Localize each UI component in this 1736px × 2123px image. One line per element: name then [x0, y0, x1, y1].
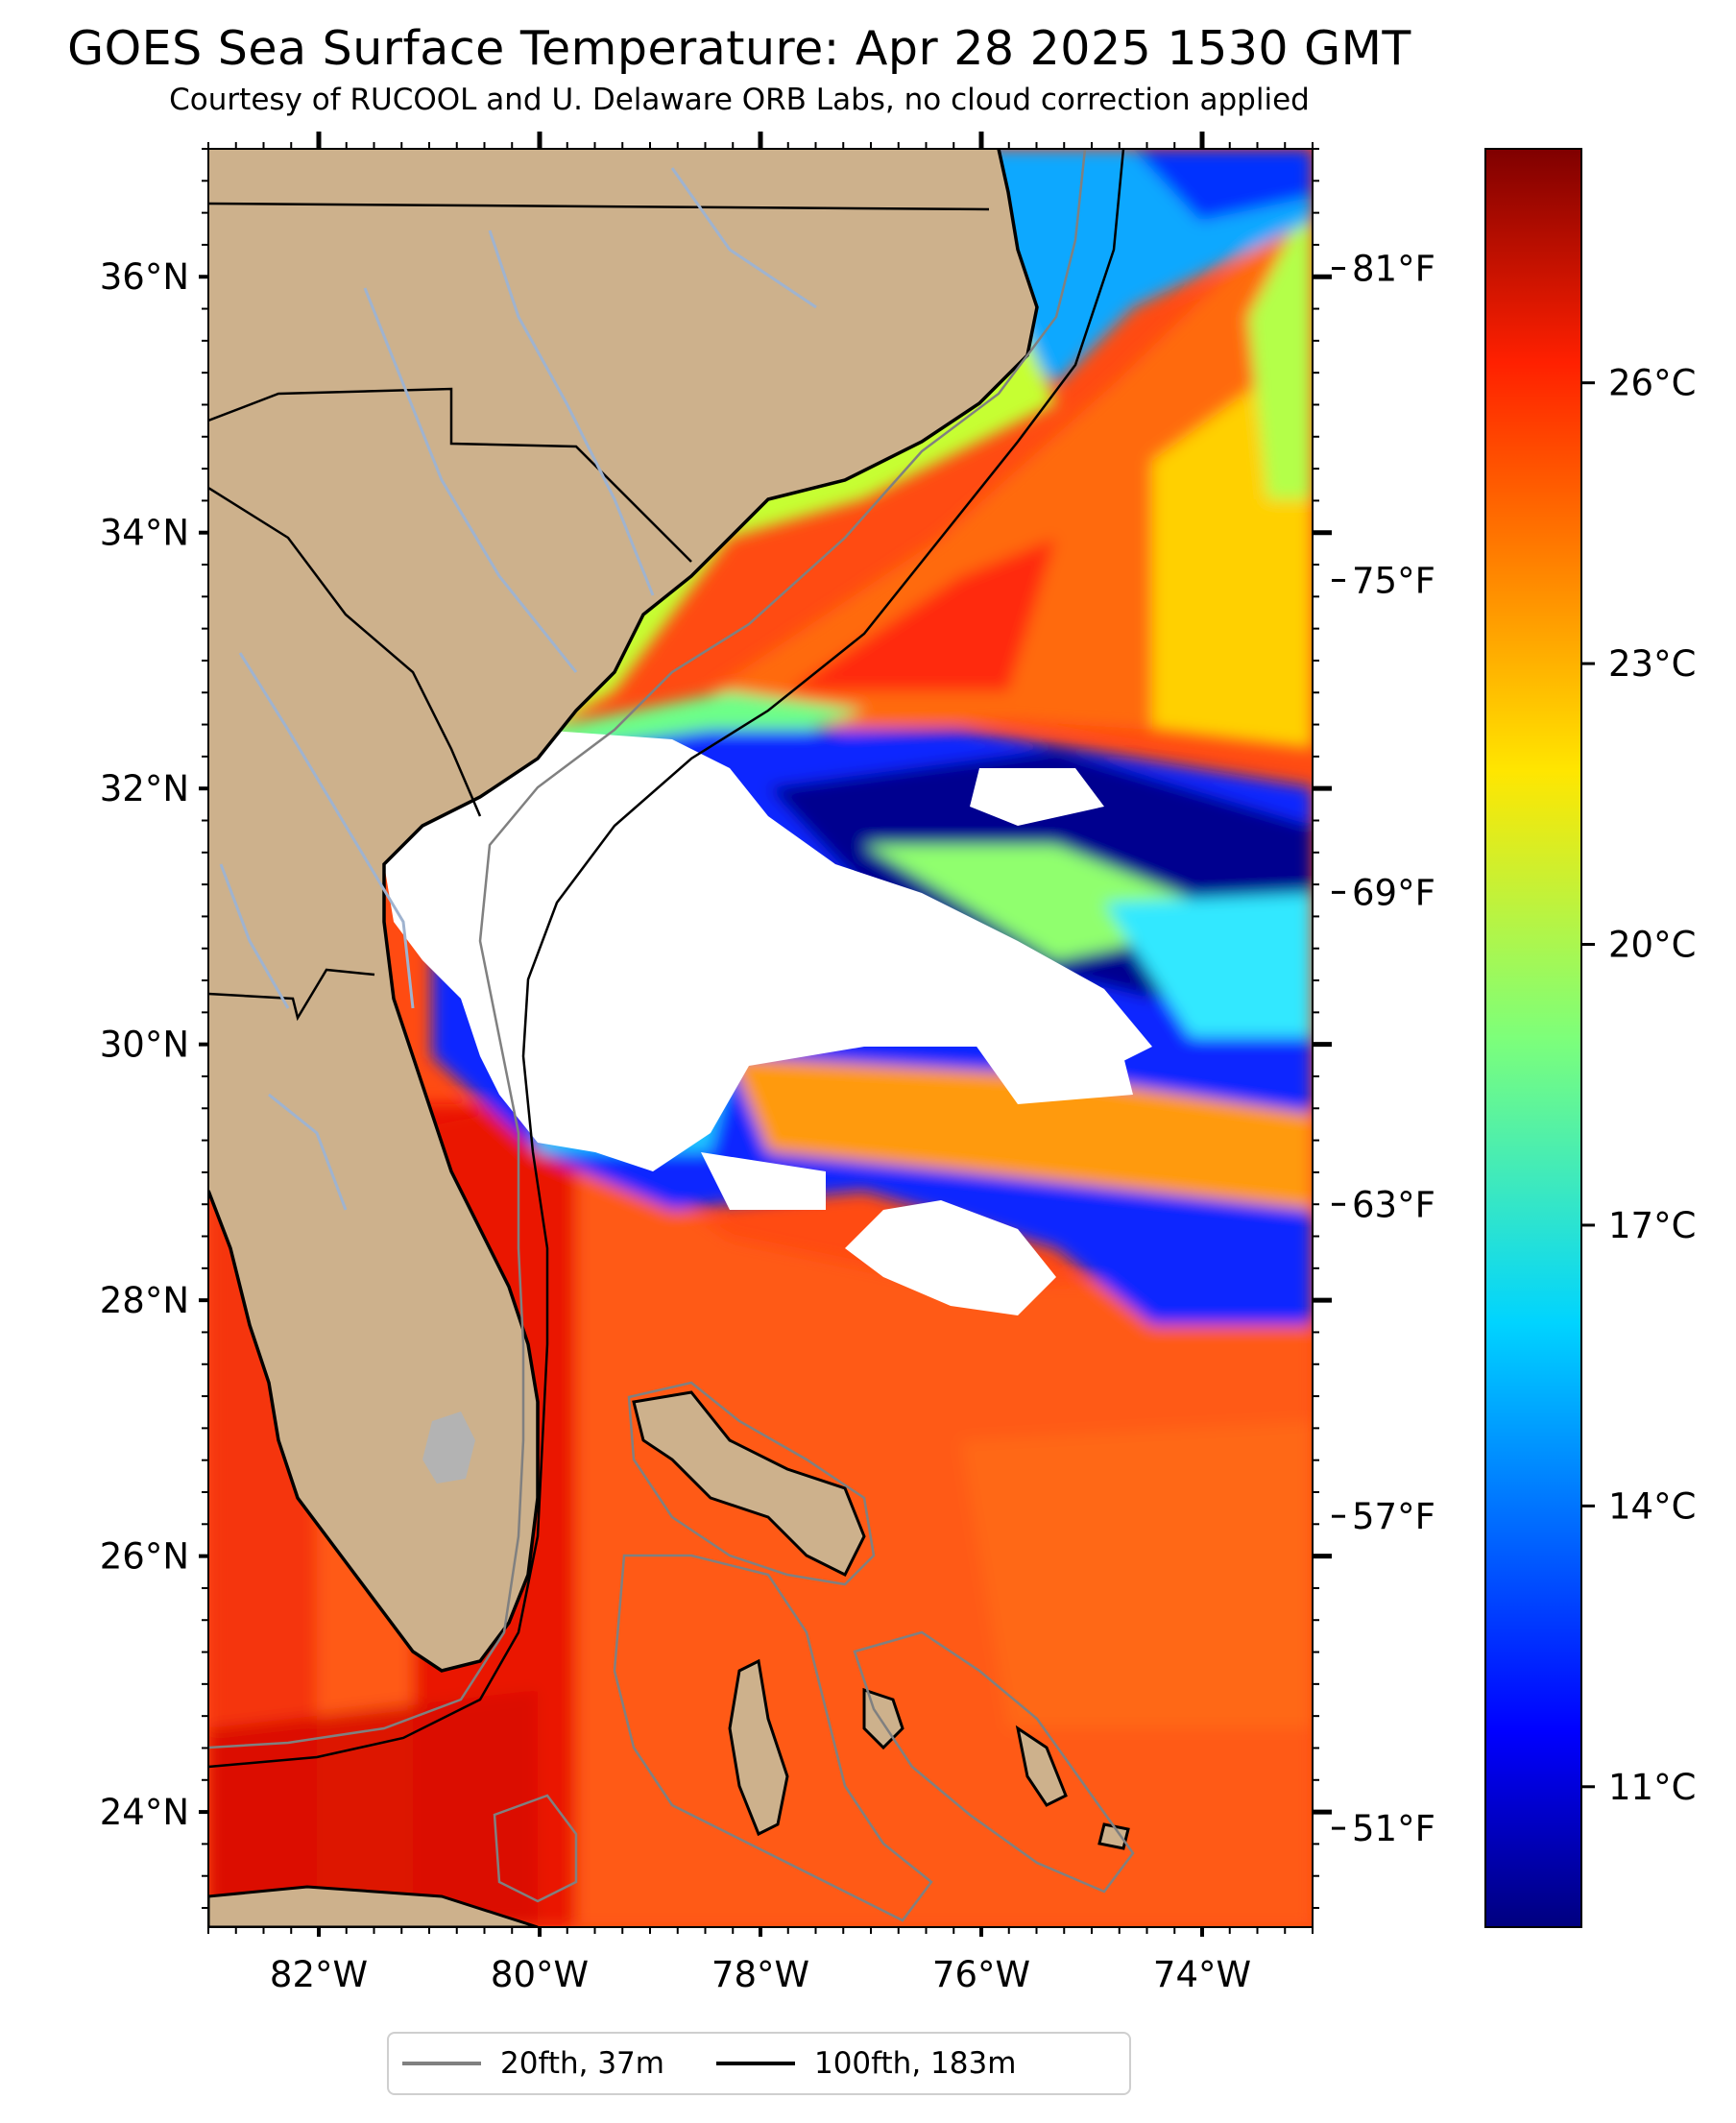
- coastline: [208, 149, 1039, 1673]
- colorbar: [1484, 148, 1582, 1928]
- lat-tick-label: 34°N: [100, 513, 189, 554]
- lon-tick-label: 74°W: [1153, 1954, 1251, 1995]
- celsius-tick-label: 23°C: [1608, 643, 1696, 685]
- lat-tick-label: 32°N: [100, 768, 189, 809]
- lat-tick-label: 24°N: [100, 1792, 189, 1833]
- legend-swatch-20fth: [402, 2062, 481, 2065]
- rivers: [219, 167, 817, 1211]
- isobath-20fth: [208, 149, 1087, 1749]
- legend-label-20fth: 20fth, 37m: [500, 2046, 664, 2081]
- legend-item-100fth: 100fth, 183m: [715, 2046, 1017, 2081]
- lon-tick-label: 78°W: [711, 1954, 809, 1995]
- fahrenheit-tick-label: 75°F: [1352, 560, 1435, 601]
- fahrenheit-tick-label: 51°F: [1352, 1808, 1435, 1849]
- fahrenheit-tick-label: 63°F: [1352, 1184, 1435, 1225]
- lon-tick-label: 76°W: [932, 1954, 1030, 1995]
- legend-label-100fth: 100fth, 183m: [813, 2046, 1017, 2081]
- fahrenheit-tick-label: 81°F: [1352, 249, 1435, 290]
- map-title: GOES Sea Surface Temperature: Apr 28 202…: [67, 21, 1411, 76]
- legend-item-20fth: 20fth, 37m: [402, 2046, 664, 2081]
- cloud-region: [384, 730, 1152, 1171]
- celsius-tick-label: 14°C: [1608, 1485, 1696, 1527]
- celsius-tick-label: 26°C: [1608, 363, 1696, 404]
- longitude-axis: 82°W 80°W 78°W 76°W 74°W: [270, 132, 1251, 1995]
- lat-tick-label: 26°N: [100, 1536, 189, 1578]
- lat-tick-label: 36°N: [100, 256, 189, 298]
- lat-tick-label: 30°N: [100, 1025, 189, 1066]
- map-field: [208, 149, 1313, 1927]
- bahamas-land: [632, 1390, 866, 1578]
- map-subtitle: Courtesy of RUCOOL and U. Delaware ORB L…: [169, 83, 1310, 117]
- celsius-tick-label: 11°C: [1608, 1767, 1696, 1808]
- celsius-tick-label: 17°C: [1608, 1205, 1696, 1246]
- celsius-tick-label: 20°C: [1608, 925, 1696, 966]
- fahrenheit-tick-label: 57°F: [1352, 1496, 1435, 1537]
- lon-tick-label: 80°W: [491, 1954, 589, 1995]
- lake-okeechobee: [422, 1411, 475, 1484]
- latitude-axis: 24°N 26°N 28°N 30°N 32°N 34°N 36°N: [100, 256, 1332, 1833]
- isobath-legend: 20fth, 37m 100fth, 183m: [387, 2032, 1131, 2095]
- lat-tick-label: 28°N: [100, 1280, 189, 1321]
- sst-map: 24°N 26°N 28°N 30°N 32°N 34°N 36°N 82°W 80°W 78°…: [100, 132, 1696, 1995]
- colorbar-fahrenheit-axis: 51°F 57°F 63°F 69°F 75°F 81°F: [1332, 249, 1435, 1849]
- cuba-land: [208, 1885, 539, 1927]
- state-border: [208, 202, 990, 211]
- minor-ticks: [202, 142, 1319, 1934]
- fahrenheit-tick-label: 69°F: [1352, 872, 1435, 913]
- colorbar-celsius-axis: 11°C 14°C 17°C 20°C 23°C 26°C: [1581, 363, 1696, 1808]
- lon-tick-label: 82°W: [270, 1954, 368, 1995]
- land-mass: [208, 149, 1037, 1671]
- legend-swatch-100fth: [715, 2062, 795, 2065]
- isobath-100fth: [208, 149, 1125, 1769]
